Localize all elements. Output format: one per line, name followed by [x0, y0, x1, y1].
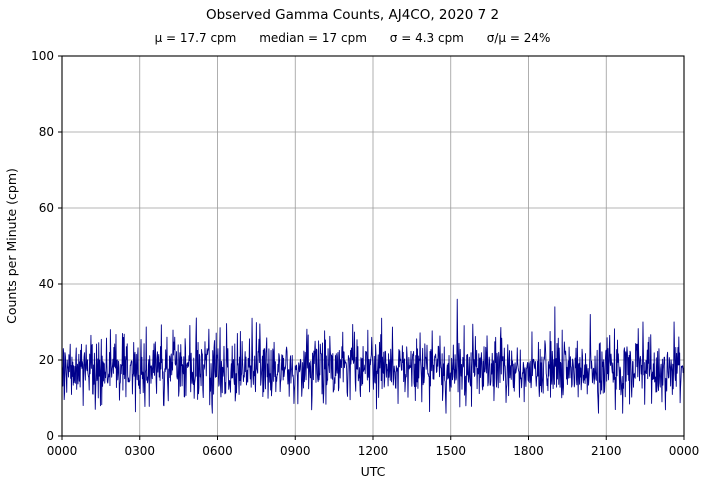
- y-tick-label: 0: [46, 429, 54, 443]
- data-series-line: [61, 298, 685, 414]
- y-tick-label: 60: [39, 201, 54, 215]
- x-tick-label: 0000: [669, 444, 700, 458]
- chart-stats-line: μ = 17.7 cpm median = 17 cpm σ = 4.3 cpm…: [154, 31, 551, 45]
- x-tick-label: 0300: [124, 444, 155, 458]
- x-tick-label: 0000: [47, 444, 78, 458]
- x-axis-label: UTC: [361, 464, 386, 479]
- y-axis-label: Counts per Minute (cpm): [4, 168, 19, 324]
- y-tick-label: 100: [31, 49, 54, 63]
- y-tick-label: 20: [39, 353, 54, 367]
- x-tick-label: 0900: [280, 444, 311, 458]
- x-tick-label: 1800: [513, 444, 544, 458]
- x-tick-label: 1200: [358, 444, 389, 458]
- x-tick-label: 0600: [202, 444, 233, 458]
- x-tick-label: 2100: [591, 444, 622, 458]
- chart-title: Observed Gamma Counts, AJ4CO, 2020 7 2: [205, 7, 500, 23]
- y-tick-label: 80: [39, 125, 54, 139]
- y-tick-label: 40: [39, 277, 54, 291]
- x-tick-label: 1500: [435, 444, 466, 458]
